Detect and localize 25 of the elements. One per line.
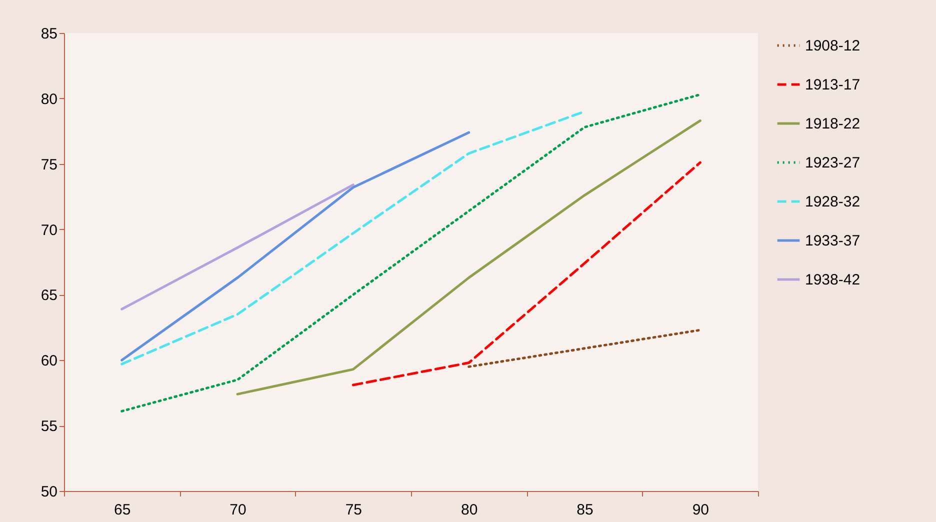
y-tick-label: 60 <box>40 352 58 370</box>
legend-label: 1918-22 <box>805 116 860 132</box>
legend-label: 1908-12 <box>805 38 860 54</box>
line-series <box>352 161 702 386</box>
y-tick-label: 75 <box>40 156 58 174</box>
x-tick-label: 75 <box>345 502 362 518</box>
x-tick-label: 90 <box>692 502 710 518</box>
line-series <box>236 119 702 396</box>
y-tick-label: 80 <box>40 90 58 108</box>
line-series <box>120 93 702 412</box>
y-tick-label: 70 <box>40 222 58 239</box>
y-tick-label: 85 <box>40 26 58 42</box>
legend-label: 1938-42 <box>805 272 860 288</box>
legend-label: 1928-32 <box>805 194 860 210</box>
legend-label: 1933-37 <box>805 232 860 250</box>
y-tick-label: 50 <box>40 484 58 500</box>
x-tick-label: 80 <box>460 502 478 518</box>
y-tick-label: 65 <box>40 287 58 304</box>
x-tick-label: 85 <box>576 502 594 518</box>
legend-label: 1923-27 <box>805 154 860 172</box>
legend-label: 1913-17 <box>805 76 860 94</box>
line-series <box>120 131 470 362</box>
x-tick-label: 70 <box>230 502 246 518</box>
x-tick-label: 65 <box>114 502 131 518</box>
y-tick-label: 55 <box>40 418 58 436</box>
